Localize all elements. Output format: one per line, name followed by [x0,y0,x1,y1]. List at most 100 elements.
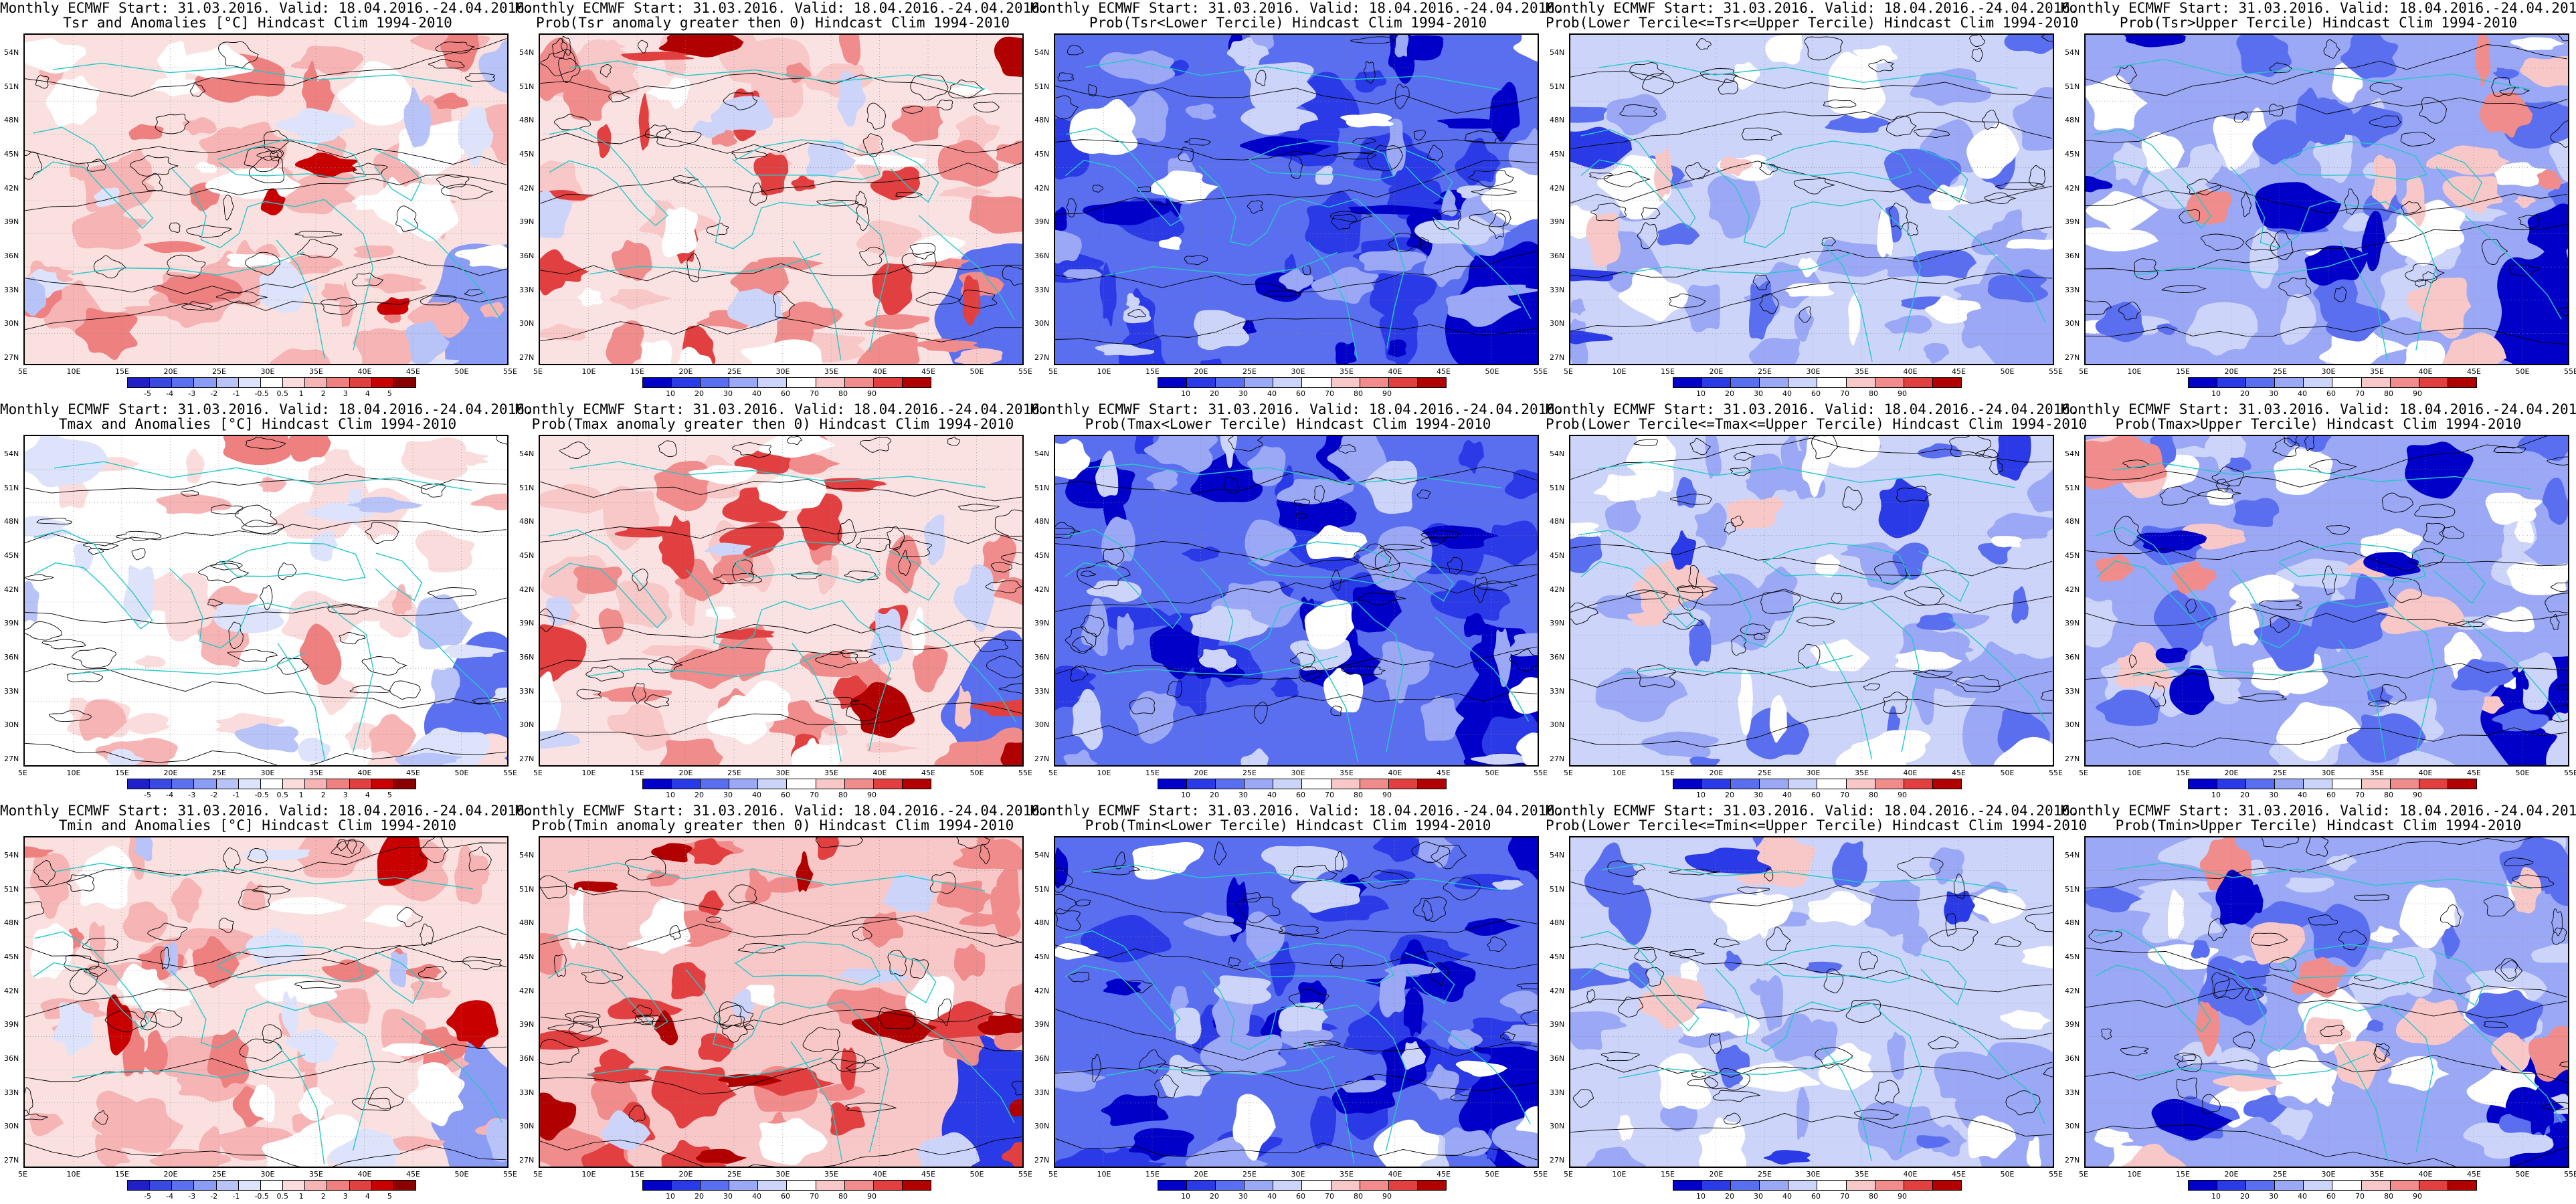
contour-line [82,938,118,952]
contour-line [1075,899,1091,906]
shaded-region [1477,520,1538,566]
coastline [1917,550,1970,602]
colorbar-label: 10 [1181,389,1190,398]
coastline [888,550,940,601]
contour-line [186,225,232,238]
longitude-label: 40E [2418,1170,2433,1179]
shaded-region [1278,1002,1329,1032]
contour-line [1360,870,1410,889]
contour-line [2550,120,2568,148]
coastline [1433,217,1532,320]
colorbar-swatch [1302,1181,1331,1190]
shaded-region [577,287,604,307]
colorbar-label: 30 [1754,791,1763,799]
shaded-region [1815,239,1894,277]
shaded-region [1271,676,1299,698]
coastline [890,148,939,203]
contour-line [1969,35,1986,47]
latitude-label: 54N [4,851,19,860]
latitude-label: 33N [4,1088,19,1097]
contour-line [420,923,434,946]
shaded-region [25,581,39,623]
colorbar-swatch [1245,1181,1274,1190]
contour-line [36,518,72,525]
latitude-label: 51N [1550,483,1565,492]
contour-line [2114,516,2142,546]
coastline [2278,542,2426,583]
contour-line [974,637,1008,653]
contour-line [1330,213,1358,230]
shaded-region [1401,1041,1427,1070]
shaded-region [2482,696,2504,714]
contour-line [2508,264,2541,276]
latitude-label: 39N [2065,619,2080,628]
shaded-region [804,738,822,762]
latitude-label: 33N [1550,686,1565,696]
longitude-label: 25E [1758,367,1772,376]
contour-line [1055,894,1077,914]
shaded-region [1063,749,1098,765]
shaded-region [2551,712,2568,759]
contour-line [1329,211,1373,222]
coastline [1598,462,2016,488]
colorbar-label: -4 [166,1192,174,1201]
shaded-region [1689,619,1712,666]
colorbar-swatch [1932,378,1961,387]
panel-title-line2: Prob(Tmax<Lower Tercile) Hindcast Clim 1… [1085,416,1491,432]
coastline [276,239,325,359]
shaded-region [2505,1086,2565,1126]
latitude-label: 42N [1034,183,1050,193]
shaded-region [52,1002,94,1056]
map-plot-area [539,33,1024,365]
contour-line [2213,978,2245,999]
shaded-region [1967,1115,2017,1159]
shaded-region [1627,611,1669,627]
isotherm-line [2086,223,2568,272]
latitude-label: 54N [1034,48,1050,57]
contour-line [2101,1028,2112,1040]
isotherm-line [2086,987,2568,1019]
contour-line [278,562,297,581]
longitude-label: 10E [1097,367,1111,376]
colorbar-label: 10 [1696,389,1706,398]
contour-line [1645,967,1664,987]
colorbar-swatch [349,1181,372,1190]
latitude-label: 36N [519,1054,535,1063]
contour-line [1912,670,1953,678]
longitude-label: 30E [260,769,275,777]
contour-line [1154,1074,1180,1098]
contour-line [2200,233,2245,251]
contour-line [1724,522,1736,534]
shaded-region [303,60,318,117]
contour-line [1214,841,1227,866]
contour-line [1450,1093,1470,1102]
shaded-region [962,275,981,326]
contour-line [198,563,250,583]
panel-title-line2: Prob(Tsr>Upper Tercile) Hindcast Clim 19… [2119,15,2518,31]
shaded-region [2095,555,2134,583]
contour-line [860,437,891,453]
coastline [589,253,822,275]
shaded-region [2308,904,2371,967]
latitude-label: 48N [1034,918,1050,928]
shaded-region [151,78,200,96]
isotherm-line [1055,692,1538,740]
shaded-region [395,752,462,765]
colorbar-swatch [1760,779,1789,789]
shaded-region [2216,1047,2260,1072]
longitude-label: 30E [2321,769,2336,777]
colorbar-label: 0.5 [276,791,289,799]
contour-line [1737,886,1770,894]
coastline [569,461,986,488]
contour-line [558,58,581,83]
contour-line [1473,577,1488,603]
colorbar-swatch [1788,1181,1818,1190]
colorbar-label: 10 [1696,791,1706,799]
colorbar-label: 80 [1869,1192,1878,1201]
map-canvas [25,35,507,364]
contour-line [540,1039,579,1065]
contour-line [706,223,729,236]
panel-title-line2: Prob(Lower Tercile<=Tsr<=Upper Tercile) … [1546,15,2079,31]
colorbar-swatch [1187,779,1216,789]
shaded-region [1966,123,2020,179]
